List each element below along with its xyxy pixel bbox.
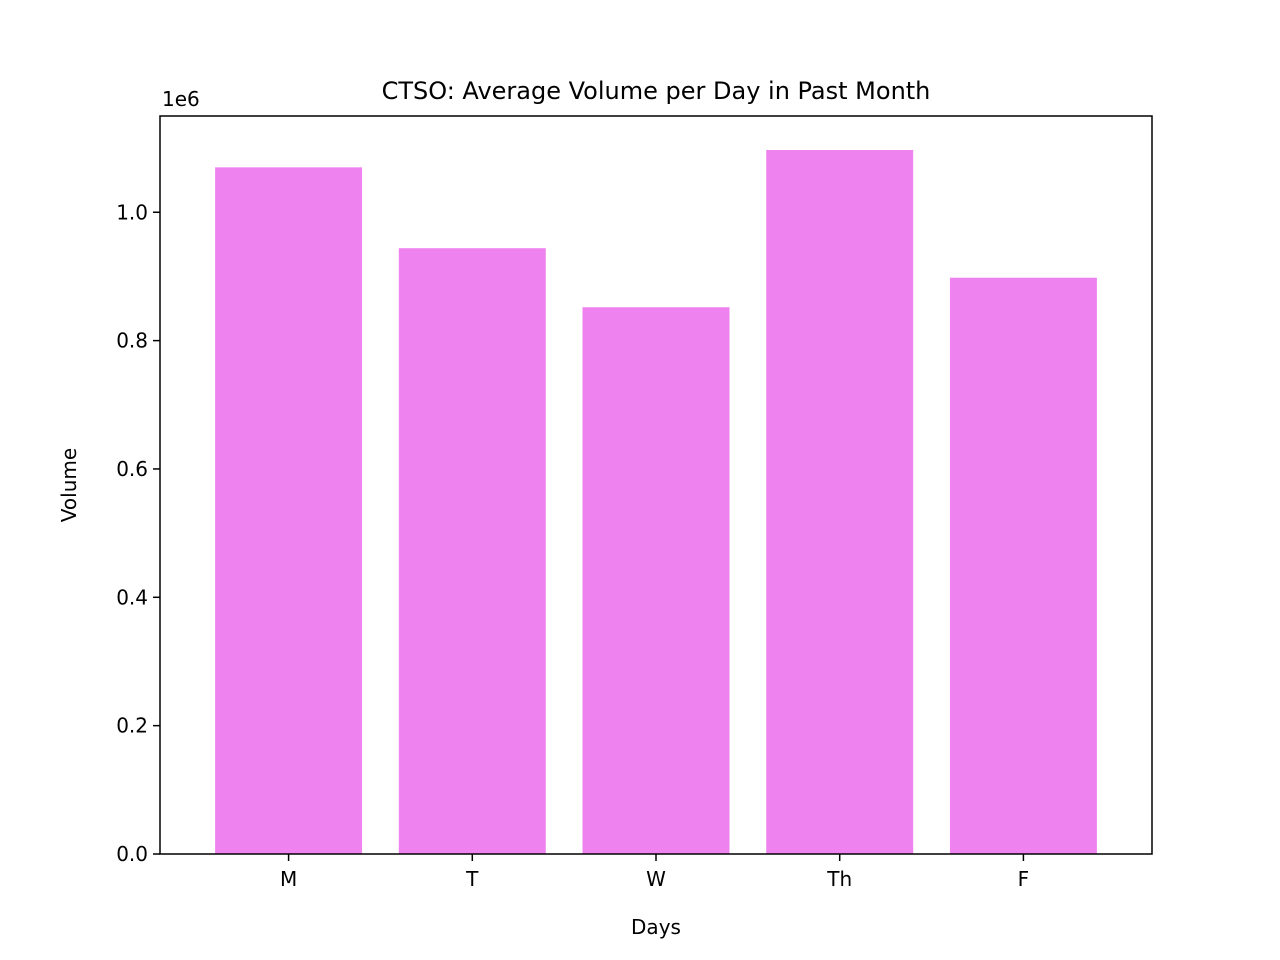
x-tick-label: F — [1018, 867, 1030, 891]
y-tick-label: 0.0 — [116, 842, 148, 866]
y-tick-label: 0.6 — [116, 457, 148, 481]
bar-th — [766, 150, 914, 854]
y-axis-offset-label: 1e6 — [162, 87, 200, 111]
chart-title: CTSO: Average Volume per Day in Past Mon… — [382, 77, 931, 105]
bar-m — [215, 167, 363, 855]
x-tick-label: M — [280, 867, 297, 891]
y-axis-label: Volume — [57, 448, 81, 522]
bar-w — [582, 307, 730, 854]
bar-f — [949, 277, 1097, 854]
bars-group — [215, 150, 1097, 855]
y-tick-label: 1.0 — [116, 200, 148, 224]
bar-t — [398, 248, 546, 855]
y-tick-label: 0.4 — [116, 585, 148, 609]
ticks-group: M T W Th F 0.0 0.2 0.4 0.6 0.8 1.0 — [116, 200, 1029, 891]
x-axis-label: Days — [631, 915, 681, 939]
plot-frame — [159, 115, 1153, 855]
y-tick-label: 0.8 — [116, 329, 148, 353]
x-tick-label: T — [465, 867, 479, 891]
y-tick-label: 0.2 — [116, 714, 148, 738]
x-tick-label: W — [646, 867, 666, 891]
x-tick-label: Th — [826, 867, 852, 891]
